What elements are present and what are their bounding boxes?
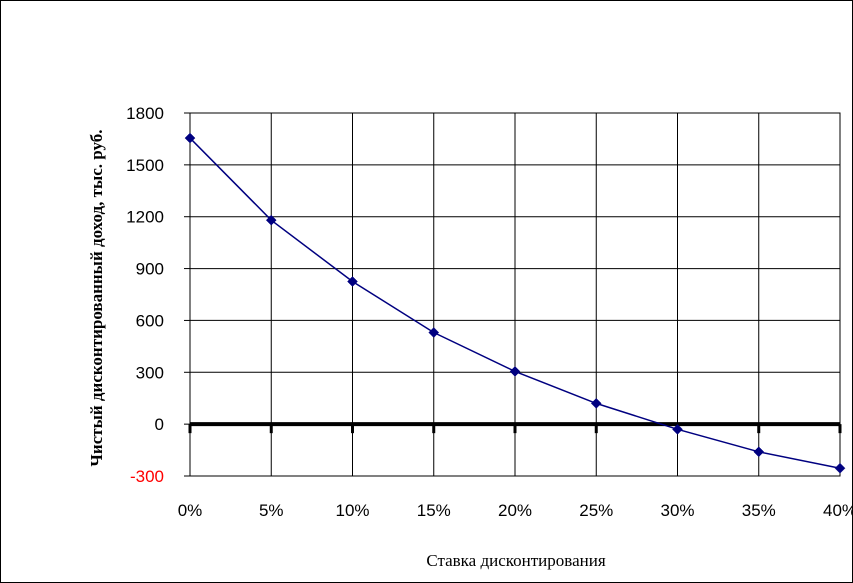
data-point-marker [184,132,196,144]
data-point-marker [590,398,602,409]
data-point-marker [834,462,846,474]
y-tick-label: -300 [130,467,164,486]
x-tick-label: 35% [742,501,776,520]
x-tick-label: 5% [259,501,284,520]
x-axis-title: Ставка дисконтирования [426,551,605,570]
data-point-marker [428,327,440,338]
x-tick-label: 0% [178,501,203,520]
data-point-marker [265,214,277,226]
data-point-marker [672,423,683,435]
y-tick-label: 1500 [126,156,164,175]
data-point-marker [347,276,358,287]
y-tick-label: 600 [136,311,164,330]
data-point-marker [753,446,765,458]
y-tick-label: 900 [136,260,164,279]
x-tick-label: 15% [417,501,451,520]
y-tick-label: 0 [155,415,164,434]
y-tick-label: 1200 [126,208,164,227]
x-tick-label: 30% [660,501,694,520]
y-axis-title: Чистый дисконтированный доход, тыс. руб. [87,129,106,466]
tick-labels: 1800 1500 1200 900 600 300 0 -300 0% 5% 10% 15% 20% 2… [126,104,853,520]
axes [184,112,842,477]
x-tick-label: 10% [335,501,369,520]
x-tick-label: 25% [579,501,613,520]
x-tick-label: 20% [498,501,532,520]
y-tick-label: 1800 [126,104,164,123]
x-tick-label: 40% [823,501,853,520]
plot-area-border [189,112,841,477]
data-point-marker [509,366,521,377]
y-tick-label: 300 [136,363,164,382]
series-layer [184,132,846,474]
